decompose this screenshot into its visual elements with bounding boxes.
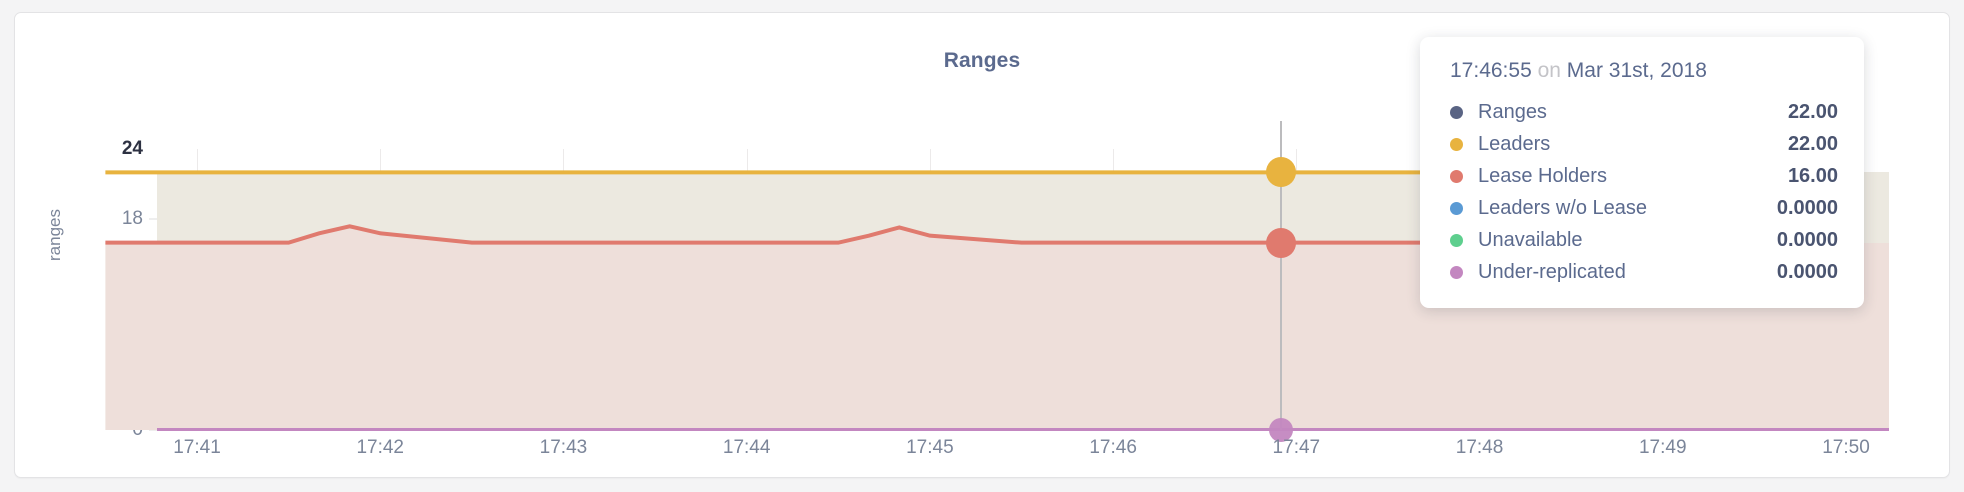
legend-dot-icon — [1450, 201, 1463, 215]
hover-marker-leaders — [1266, 157, 1297, 188]
y-axis-title: ranges — [45, 209, 64, 261]
hover-marker-lease-holders — [1266, 227, 1297, 258]
x-tick-label: 17:48 — [1455, 437, 1504, 458]
x-tick-label: 17:49 — [1638, 437, 1687, 458]
legend-dot-icon — [1450, 265, 1463, 279]
tooltip-series-value: 22.00 — [1787, 100, 1838, 123]
tooltip-series-value: 0.0000 — [1776, 228, 1838, 251]
tooltip-series-value: 0.0000 — [1776, 260, 1838, 283]
chart-tooltip: 17:46:55 on Mar 31st, 2018 Ranges 22.00 Le… — [1420, 37, 1864, 308]
tooltip-series-label: Leaders w/o Lease — [1478, 196, 1648, 219]
hover-marker-under-replicated — [1269, 418, 1294, 442]
tooltip-series-value: 16.00 — [1787, 164, 1838, 187]
x-tick-label: 17:45 — [906, 437, 954, 458]
y-tick-mark — [149, 218, 157, 220]
tooltip-date: Mar 31st, 2018 — [1566, 59, 1707, 82]
tooltip-series-label: Unavailable — [1478, 228, 1583, 251]
x-tick-label: 17:41 — [173, 437, 221, 458]
area-lease-fill — [105, 226, 1846, 430]
legend-dot-icon — [1450, 233, 1463, 247]
tooltip-row: Leaders 22.00 — [1450, 128, 1838, 160]
line-under-replicated — [157, 428, 1889, 431]
legend-dot-icon — [1450, 105, 1463, 119]
tooltip-time: 17:46:55 — [1450, 59, 1532, 82]
tooltip-row: Ranges 22.00 — [1450, 96, 1838, 128]
tooltip-row: Unavailable 0.0000 — [1450, 224, 1838, 256]
x-tick-label: 17:44 — [722, 437, 771, 458]
page-title: Ranges — [943, 49, 1021, 72]
tooltip-series-label: Lease Holders — [1478, 164, 1607, 187]
y-tick-mark — [149, 429, 157, 431]
legend-dot-icon — [1450, 169, 1463, 183]
y-tick-label: 24 — [121, 138, 143, 159]
tooltip-on-word: on — [1537, 59, 1561, 82]
chart-card: Ranges ranges 24181260 17:4117:4217:4317… — [14, 12, 1950, 478]
x-tick-label: 17:50 — [1822, 437, 1870, 458]
tooltip-rows: Ranges 22.00 Leaders 22.00 Lease Holders 16.0… — [1450, 96, 1838, 288]
x-tick-label: 17:47 — [1272, 437, 1321, 458]
tooltip-row: Leaders w/o Lease 0.0000 — [1450, 192, 1838, 224]
tooltip-series-label: Under-replicated — [1478, 260, 1626, 283]
tooltip-row: Under-replicated 0.0000 — [1450, 256, 1838, 288]
y-tick-label: 18 — [121, 208, 143, 230]
tooltip-header: 17:46:55 on Mar 31st, 2018 — [1450, 59, 1838, 83]
crosshair-line — [1280, 121, 1283, 430]
tooltip-series-label: Leaders — [1478, 132, 1551, 155]
x-tick-label: 17:43 — [539, 437, 588, 458]
x-tick-label: 17:42 — [356, 437, 404, 458]
tooltip-series-value: 22.00 — [1787, 132, 1838, 155]
tooltip-row: Lease Holders 16.00 — [1450, 160, 1838, 192]
legend-dot-icon — [1450, 137, 1463, 151]
tooltip-series-label: Ranges — [1478, 100, 1547, 123]
tooltip-series-value: 0.0000 — [1776, 196, 1838, 219]
x-axis-ticks: 17:41 17:42 17:43 17:44 17:45 17:46 17:47 17:48… — [157, 437, 1889, 467]
x-tick-label: 17:46 — [1089, 437, 1137, 458]
